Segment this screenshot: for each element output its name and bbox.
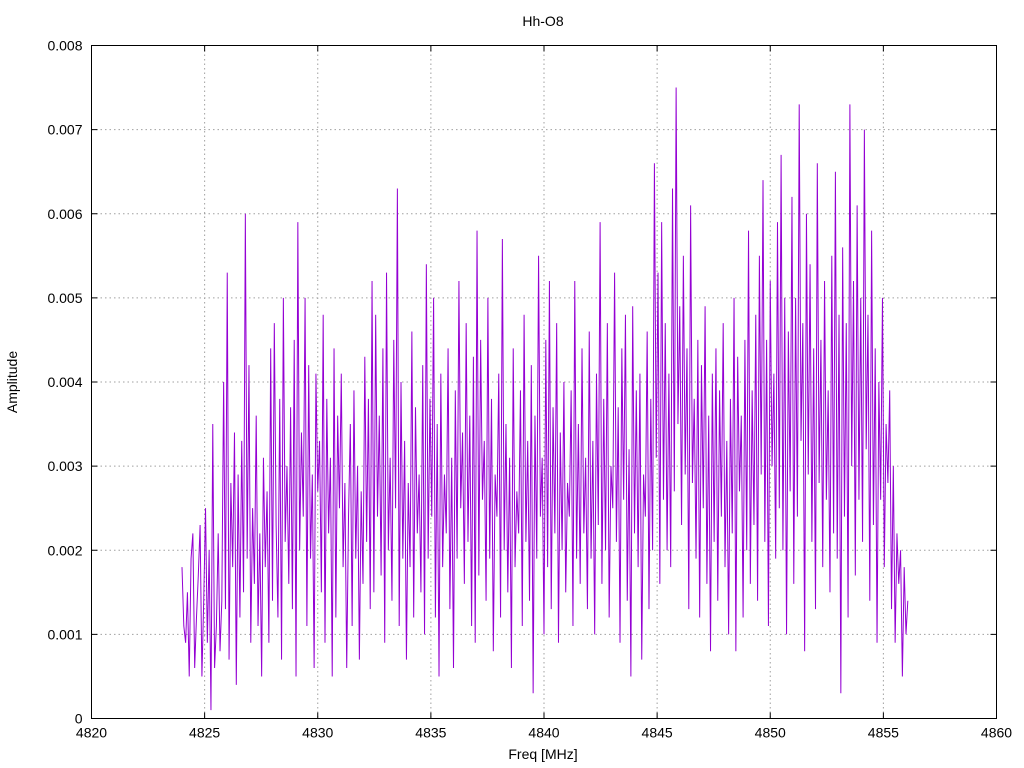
y-tick-label: 0.001: [47, 626, 82, 642]
y-tick-label: 0.006: [47, 206, 82, 222]
y-tick-label: 0.005: [47, 290, 82, 306]
y-tick-label: 0.004: [47, 374, 82, 390]
y-tick-label: 0.003: [47, 458, 82, 474]
x-tick-labels: 4820 4825 4830 4835 4840 4845 4850 4855 4860: [76, 725, 1012, 741]
x-tick-label: 4825: [189, 725, 220, 741]
y-tick-label: 0.002: [47, 542, 82, 558]
y-tick-label: 0: [75, 711, 83, 727]
y-tick-label: 0.007: [47, 122, 82, 138]
x-tick-label: 4845: [642, 725, 673, 741]
amplitude-series-line: [181, 87, 909, 711]
x-tick-label: 4830: [302, 725, 333, 741]
y-tick-label: 0.008: [47, 38, 82, 54]
x-tick-label: 4855: [868, 725, 899, 741]
x-tick-label: 4820: [76, 725, 107, 741]
axis-ticks: [91, 45, 997, 719]
x-tick-label: 4860: [981, 725, 1012, 741]
x-tick-label: 4850: [755, 725, 786, 741]
x-tick-label: 4835: [415, 725, 446, 741]
y-axis-label: Amplitude: [4, 351, 20, 413]
x-tick-label: 4840: [528, 725, 559, 741]
series-layer: [181, 87, 909, 711]
y-tick-labels: 0 0.001 0.002 0.003 0.004 0.005 0.006 0.007 0.00…: [47, 38, 82, 727]
x-axis-label: Freq [MHz]: [508, 746, 577, 762]
chart-title: Hh-O8: [522, 13, 563, 29]
